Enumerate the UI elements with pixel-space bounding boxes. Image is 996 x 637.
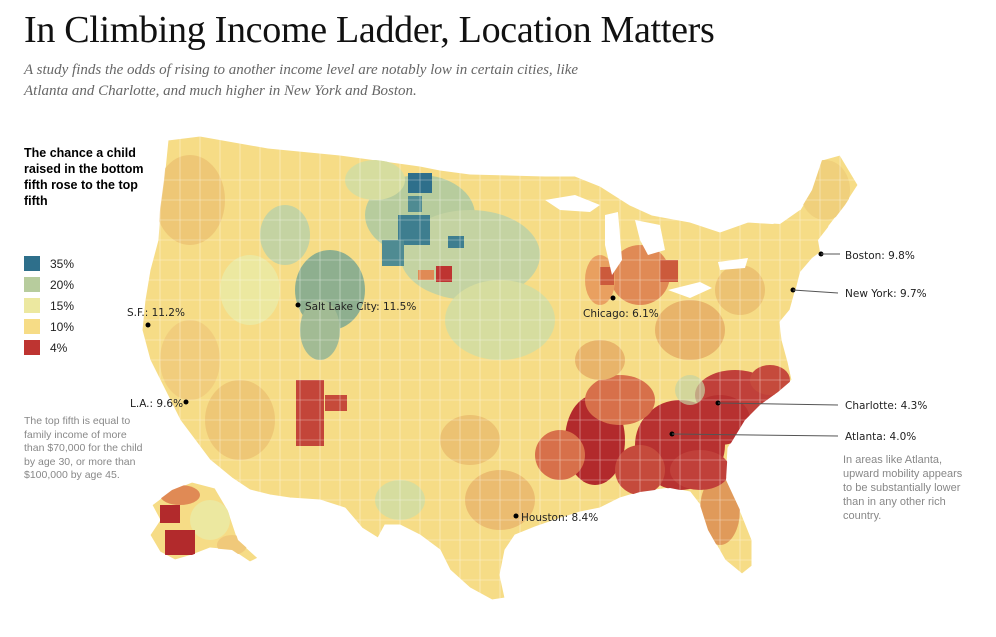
legend-item-20: 20% bbox=[24, 274, 74, 295]
city-label-la: L.A.: 9.6% bbox=[130, 398, 183, 410]
legend-swatch-4 bbox=[24, 340, 40, 355]
legend-swatch-15 bbox=[24, 298, 40, 313]
city-sf: S.F.: 11.2% bbox=[127, 307, 185, 328]
legend-swatch-35 bbox=[24, 256, 40, 271]
legend-label: 15% bbox=[50, 298, 75, 313]
contiguous-us-map bbox=[141, 135, 859, 601]
legend-label: 35% bbox=[50, 256, 75, 271]
city-label-new-york: New York: 9.7% bbox=[845, 288, 927, 300]
legend-item-35: 35% bbox=[24, 253, 74, 274]
city-chicago: Chicago: 6.1% bbox=[583, 295, 659, 320]
city-houston: Houston: 8.4% bbox=[513, 512, 598, 524]
city-charlotte: Charlotte: 4.3% bbox=[715, 400, 927, 412]
city-label-boston: Boston: 9.8% bbox=[845, 250, 915, 262]
city-boston: Boston: 9.8% bbox=[818, 250, 915, 262]
legend-label: 4% bbox=[50, 340, 68, 355]
legend-swatch-20 bbox=[24, 277, 40, 292]
legend-label: 10% bbox=[50, 319, 75, 334]
headline: In Climbing Income Ladder, Location Matt… bbox=[24, 9, 715, 51]
city-salt-lake-city: Salt Lake City: 11.5% bbox=[295, 301, 416, 313]
legend: 35% 20% 15% 10% 4% bbox=[24, 253, 74, 358]
legend-swatch-10 bbox=[24, 319, 40, 334]
top-fifth-note: The top fifth is equal to family income … bbox=[24, 415, 143, 481]
legend-label: 20% bbox=[50, 277, 75, 292]
city-label-houston: Houston: 8.4% bbox=[521, 512, 598, 524]
city-label-chicago: Chicago: 6.1% bbox=[583, 308, 659, 320]
legend-item-10: 10% bbox=[24, 316, 74, 337]
city-label-atlanta: Atlanta: 4.0% bbox=[845, 431, 916, 443]
city-atlanta: Atlanta: 4.0% bbox=[669, 431, 916, 443]
subtitle: A study finds the odds of rising to anot… bbox=[24, 62, 579, 99]
city-label-sf: S.F.: 11.2% bbox=[127, 307, 185, 319]
city-la: L.A.: 9.6% bbox=[130, 398, 189, 410]
legend-item-15: 15% bbox=[24, 295, 74, 316]
atlanta-note: In areas like Atlanta, upward mobility a… bbox=[843, 454, 963, 522]
alaska-map bbox=[149, 481, 259, 563]
city-new-york: New York: 9.7% bbox=[790, 287, 927, 300]
legend-item-4: 4% bbox=[24, 337, 74, 358]
city-label-charlotte: Charlotte: 4.3% bbox=[845, 400, 927, 412]
legend-title: The chance a child raised in the bottom … bbox=[24, 146, 144, 208]
city-label-salt-lake-city: Salt Lake City: 11.5% bbox=[305, 301, 416, 313]
